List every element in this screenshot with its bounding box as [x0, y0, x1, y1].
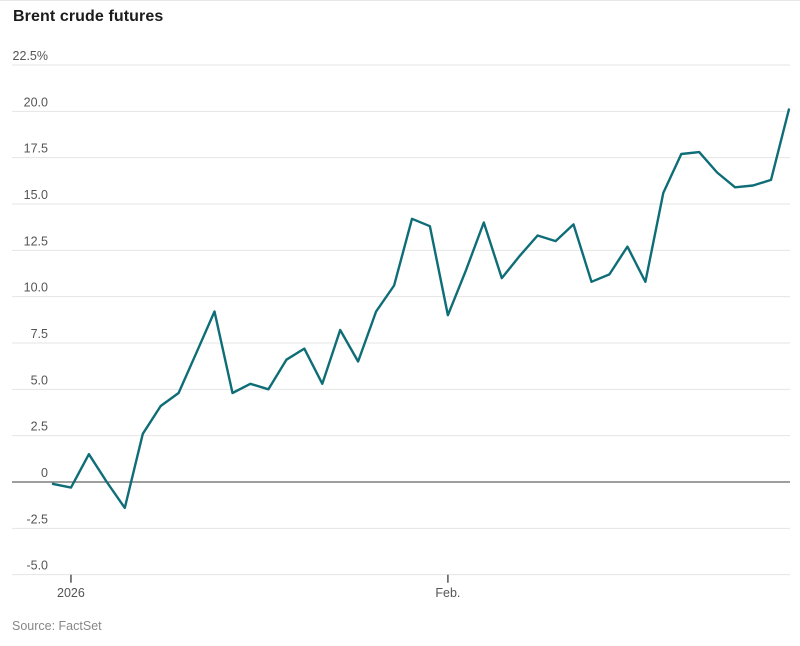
source-label: Source: FactSet	[12, 619, 102, 633]
y-axis-label: 5.0	[31, 373, 48, 387]
x-axis-label: 2026	[57, 586, 85, 600]
y-axis-label: -5.0	[26, 559, 48, 573]
y-axis-label: 2.5	[31, 420, 48, 434]
y-axis-label: 22.5%	[13, 49, 48, 63]
y-axis-label: 7.5	[31, 327, 48, 341]
y-axis-label: 20.0	[24, 95, 48, 109]
y-axis-label: -2.5	[26, 512, 48, 526]
y-axis-label: 0	[41, 466, 48, 480]
y-axis-label: 10.0	[24, 281, 48, 295]
chart-title: Brent crude futures	[13, 8, 164, 25]
x-axis-label: Feb.	[435, 586, 460, 600]
y-axis-label: 15.0	[24, 188, 48, 202]
y-axis-label: 17.5	[24, 142, 48, 156]
series-line	[51, 108, 791, 510]
y-axis-label: 12.5	[24, 234, 48, 248]
